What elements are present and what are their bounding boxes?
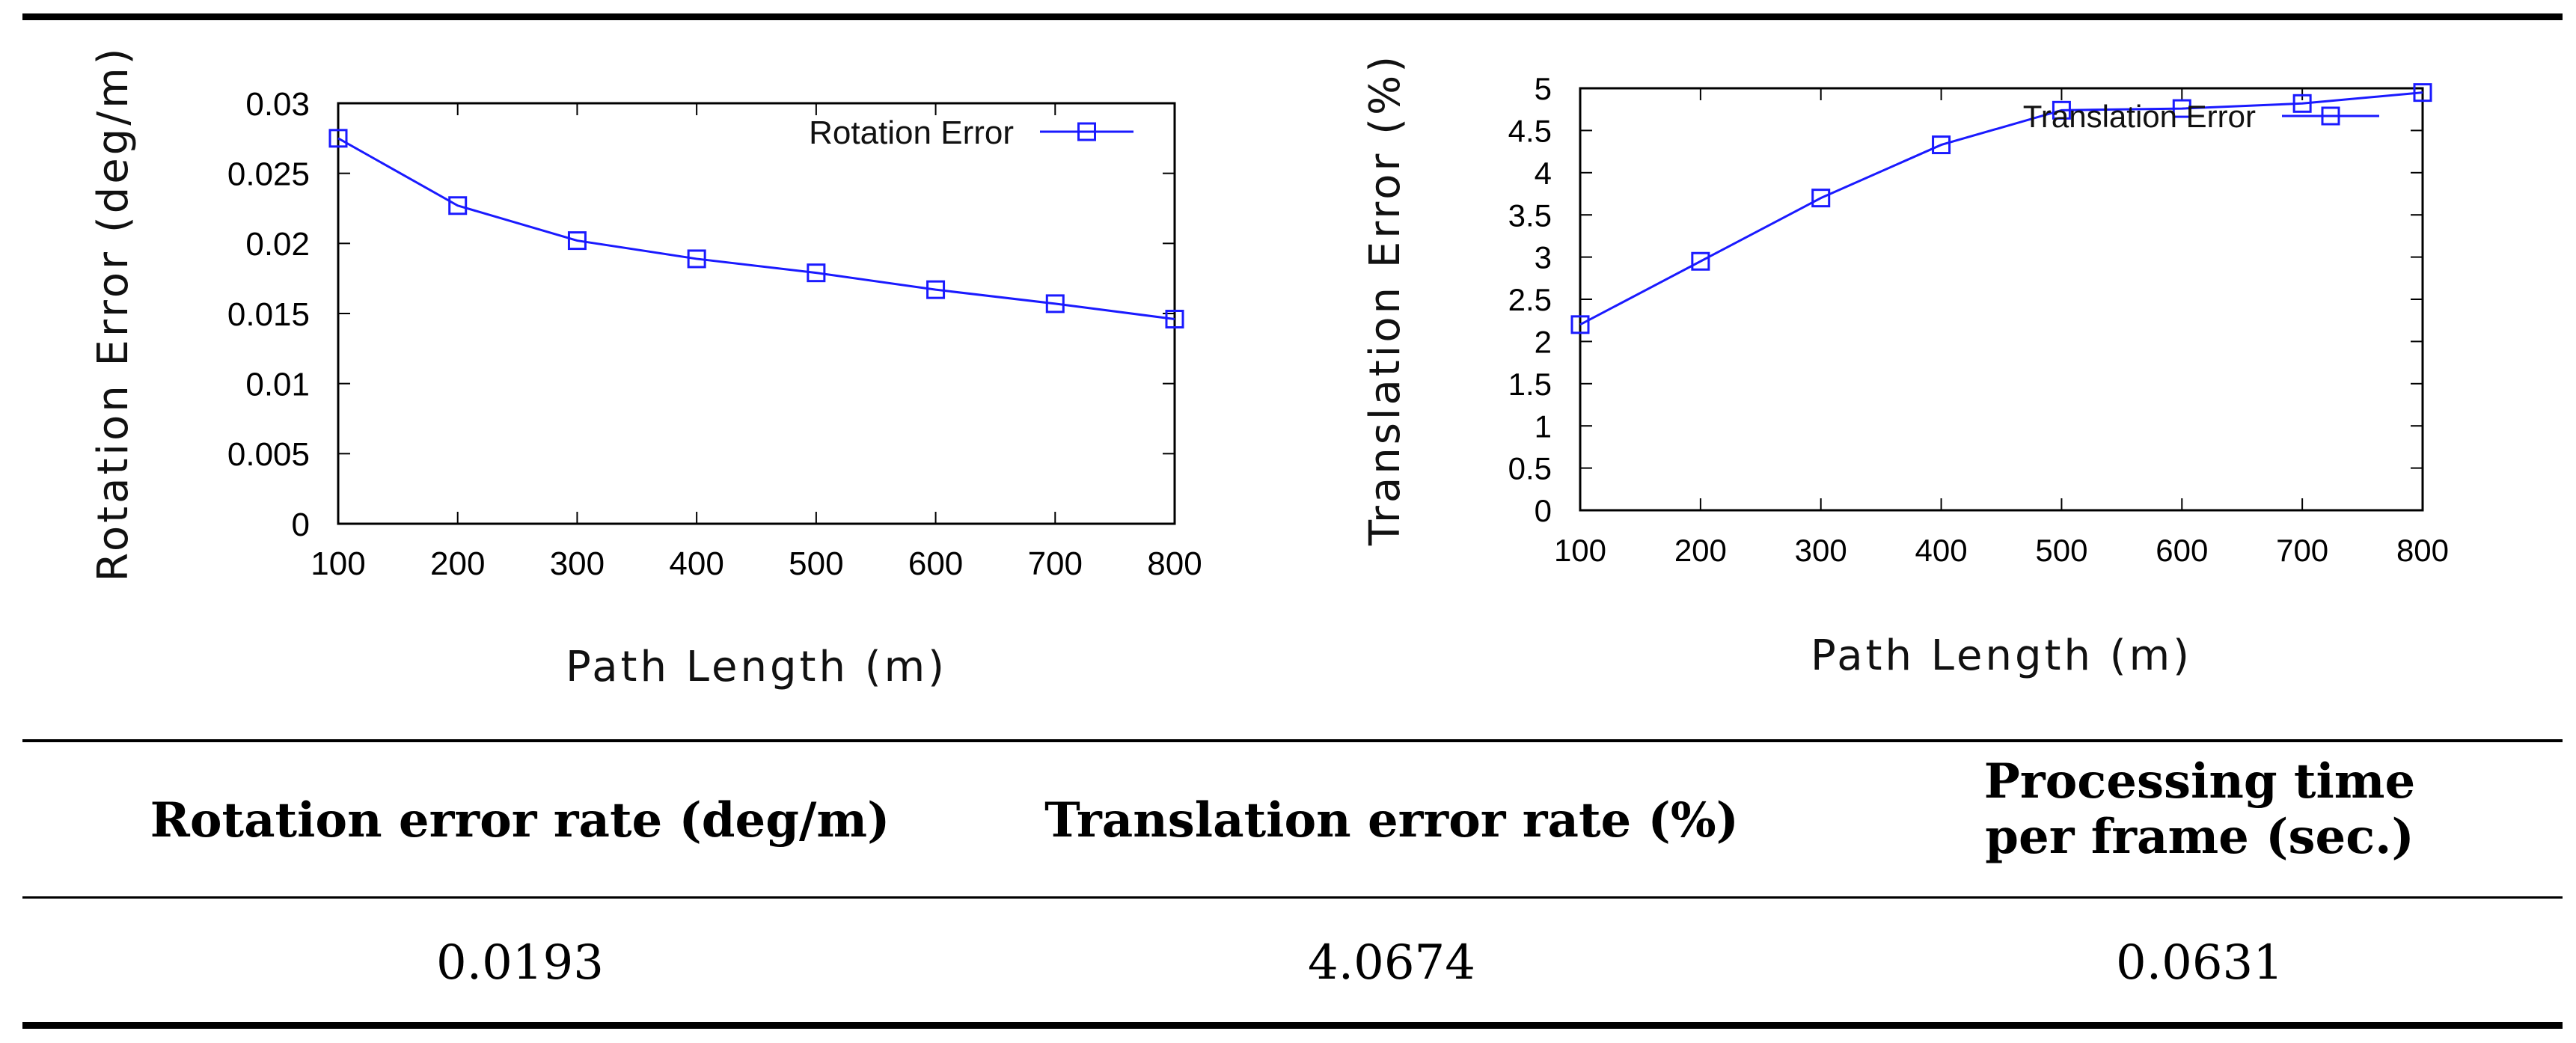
plot-frame — [1579, 87, 2424, 512]
data-point — [1932, 135, 1951, 155]
x-tick-label: 800 — [1147, 545, 1202, 582]
data-point — [567, 231, 587, 251]
y-tick-label: 0 — [292, 507, 310, 543]
legend-marker — [1077, 122, 1096, 141]
y-tick-label: 3.5 — [1508, 198, 1552, 233]
data-point — [328, 129, 348, 148]
header-rotation-error-rate: Rotation error rate (deg/m) — [150, 792, 890, 848]
y-tick-label: 0.03 — [245, 86, 310, 123]
y-tick-label: 4 — [1535, 156, 1552, 191]
y-tick-label: 0.025 — [227, 156, 310, 193]
data-point — [2052, 100, 2071, 120]
x-tick-label: 400 — [1915, 533, 1968, 568]
table-top-rule — [22, 739, 2563, 742]
legend-label: Translation Error — [2023, 99, 2256, 134]
legend-marker — [2321, 106, 2340, 126]
x-tick-label: 600 — [2156, 533, 2208, 568]
y-tick-label: 0.005 — [227, 436, 310, 473]
data-point — [687, 249, 706, 269]
value-processing-time: 0.0631 — [2116, 935, 2283, 991]
header-translation-error-rate: Translation error rate (%) — [1044, 792, 1739, 848]
x-tick-label: 500 — [789, 545, 843, 582]
y-tick-label: 1 — [1535, 409, 1552, 444]
y-tick-label: 4.5 — [1508, 114, 1552, 149]
y-tick-label: 0.02 — [245, 226, 310, 263]
data-point — [1570, 315, 1590, 334]
x-tick-label: 200 — [1674, 533, 1727, 568]
x-tick-label: 100 — [310, 545, 365, 582]
y-axis-title: Translation Error (%) — [1361, 53, 1410, 546]
header-processing-time: Processing time per frame (sec.) — [1870, 753, 2529, 866]
x-tick-label: 500 — [2035, 533, 2087, 568]
series-line — [337, 137, 1175, 320]
value-rotation-error-rate: 0.0193 — [436, 935, 604, 991]
y-tick-label: 0.01 — [245, 367, 310, 403]
x-axis-title: Path Length (m) — [566, 643, 947, 691]
x-tick-label: 200 — [430, 545, 485, 582]
x-tick-label: 400 — [669, 545, 723, 582]
y-tick-label: 0 — [1535, 493, 1552, 528]
x-tick-label: 700 — [2276, 533, 2328, 568]
translation-error-chart: 0 0.5 1 1.5 2 2.5 3 3.5 4 4.5 5 100 200 300 400 500 600 7… — [1361, 53, 2449, 680]
rotation-error-chart: 0 0.005 0.01 0.015 0.02 0.025 0.03 100 200 300 400… — [89, 46, 1202, 691]
legend-label: Rotation Error — [809, 114, 1014, 151]
y-tick-label: 2.5 — [1508, 282, 1552, 317]
data-point — [1691, 251, 1710, 271]
header-processing-time-line1: Processing time — [1983, 753, 2416, 810]
x-tick-label: 300 — [1795, 533, 1847, 568]
x-tick-label: 600 — [908, 545, 963, 582]
y-tick-label: 2 — [1535, 325, 1552, 360]
y-tick-label: 0.015 — [227, 296, 310, 333]
data-point — [2172, 99, 2191, 118]
data-point — [807, 263, 826, 283]
value-translation-error-rate: 4.0674 — [1308, 935, 1475, 991]
table-header-rule — [22, 896, 2563, 899]
data-point — [2292, 94, 2312, 113]
data-point — [2413, 83, 2432, 103]
data-point — [1811, 189, 1831, 208]
x-tick-label: 700 — [1028, 545, 1083, 582]
plot-frame — [337, 102, 1176, 525]
y-tick-label: 5 — [1535, 71, 1552, 106]
data-point — [448, 196, 468, 215]
x-tick-label: 800 — [2396, 533, 2449, 568]
data-point — [926, 280, 946, 299]
top-rule — [22, 13, 2563, 20]
y-axis-title: Rotation Error (deg/m) — [89, 46, 138, 582]
x-axis-title: Path Length (m) — [1811, 631, 2192, 680]
series-line — [1579, 91, 2423, 326]
x-tick-label: 300 — [550, 545, 605, 582]
bottom-rule — [22, 1022, 2563, 1029]
header-processing-time-line2: per frame (sec.) — [1985, 809, 2414, 866]
y-tick-label: 3 — [1535, 240, 1552, 275]
data-point — [1165, 309, 1184, 328]
x-tick-label: 100 — [1554, 533, 1606, 568]
y-tick-label: 0.5 — [1508, 451, 1552, 486]
data-point — [1045, 294, 1065, 313]
y-tick-label: 1.5 — [1508, 367, 1552, 402]
